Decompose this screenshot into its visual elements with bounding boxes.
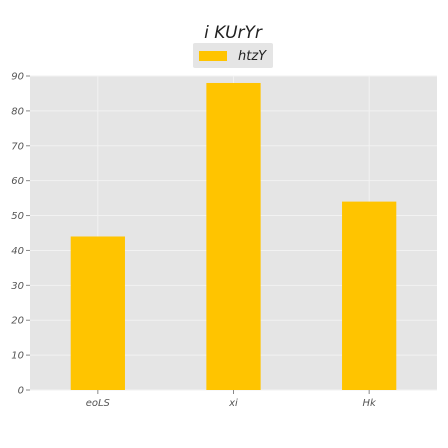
y-tick-label: 30 <box>11 281 24 292</box>
bar <box>70 236 125 390</box>
y-tick-label: 70 <box>11 141 24 152</box>
y-tick-label: 80 <box>11 106 24 117</box>
legend-background <box>193 43 273 68</box>
x-axis: eoLS xi Hk <box>86 390 377 409</box>
y-tick-label: 90 <box>11 72 24 83</box>
y-tick-label: 60 <box>11 176 24 187</box>
y-tick-label: 50 <box>11 211 24 222</box>
y-axis: 0 10 20 30 40 50 60 70 80 90 <box>11 72 30 397</box>
x-tick-label: xi <box>228 398 238 409</box>
y-tick-label: 40 <box>11 246 24 257</box>
chart-title: i KUrYr <box>204 23 263 43</box>
bar <box>206 82 261 390</box>
legend-label: htzY <box>238 49 267 64</box>
bars <box>70 82 397 390</box>
y-tick-label: 20 <box>11 316 24 327</box>
legend: htzY <box>193 43 273 68</box>
x-tick-label: Hk <box>363 398 378 409</box>
bar <box>342 201 397 390</box>
legend-swatch <box>199 51 227 61</box>
y-tick-label: 10 <box>11 351 24 362</box>
x-tick-label: eoLS <box>86 398 111 409</box>
y-tick-label: 0 <box>18 386 24 397</box>
